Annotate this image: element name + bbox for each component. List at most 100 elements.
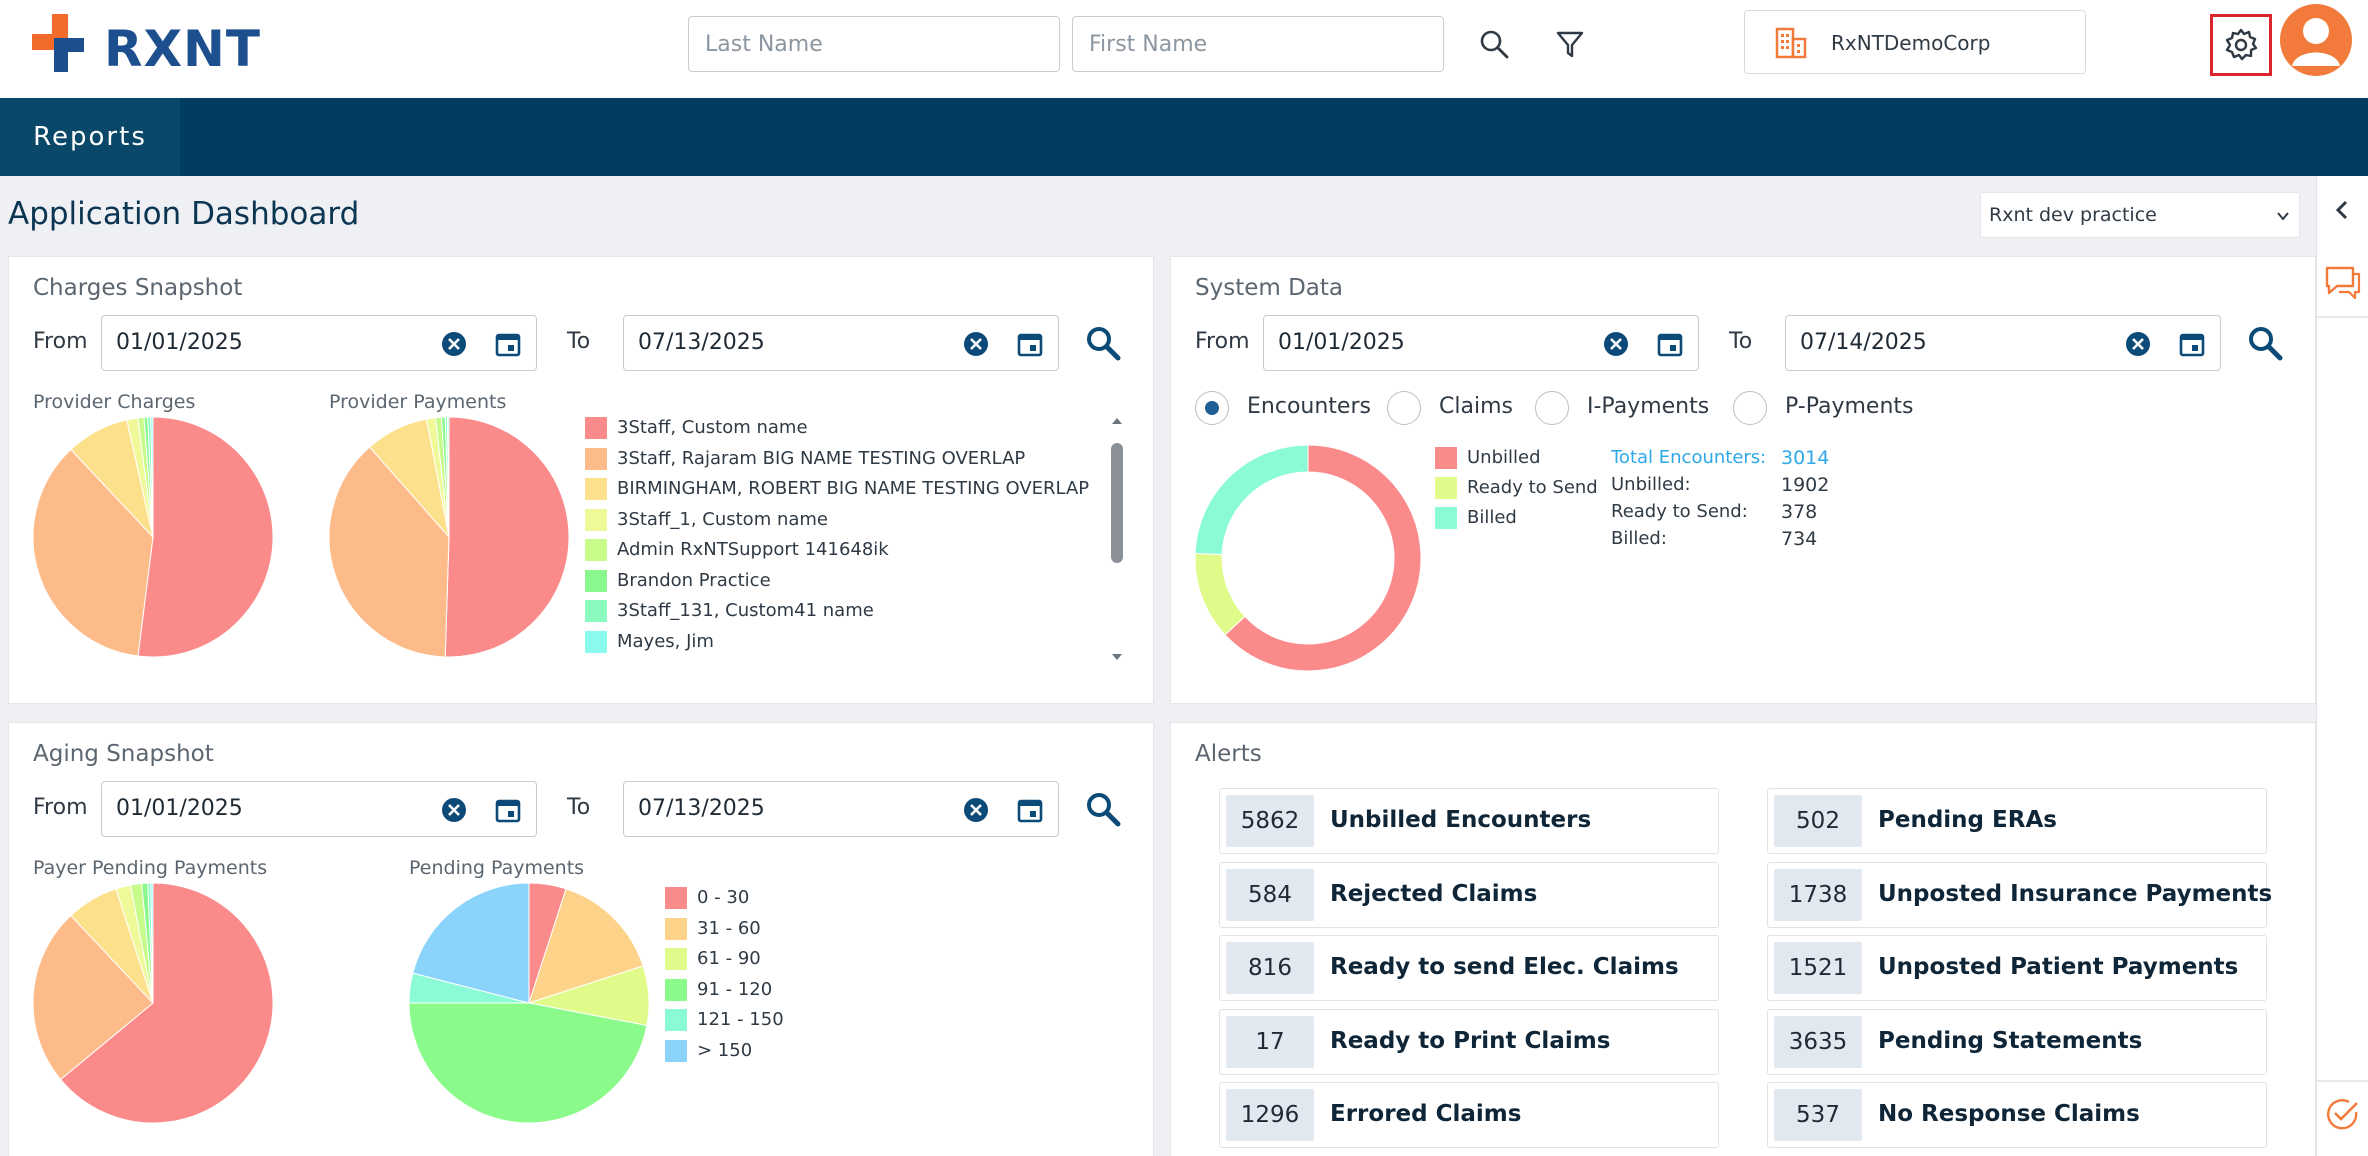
from-date-field[interactable]: 01/01/2025 (101, 781, 537, 837)
pie-slice[interactable] (150, 882, 154, 1004)
legend-swatch (665, 1039, 687, 1062)
calendar-icon[interactable] (1016, 796, 1044, 824)
search-icon[interactable] (1083, 789, 1123, 829)
legend-swatch (665, 948, 687, 970)
provider-charges-pie (32, 416, 274, 658)
alert-item[interactable]: 17 Ready to Print Claims (1219, 1008, 1719, 1075)
nav-reports-tab[interactable]: Reports (0, 98, 180, 176)
payer-pending-pie (32, 882, 274, 1124)
clear-icon[interactable] (962, 330, 990, 358)
clear-icon[interactable] (440, 330, 468, 358)
alert-label: Pending Statements (1878, 1027, 2143, 1054)
pie-slice[interactable] (408, 1002, 648, 1124)
search-icon[interactable] (1083, 323, 1123, 363)
to-date-field[interactable]: 07/13/2025 (623, 315, 1059, 371)
to-date-field[interactable]: 07/13/2025 (623, 781, 1059, 837)
legend-swatch (665, 887, 687, 909)
provider-charges-label: Provider Charges (33, 391, 196, 413)
calendar-icon[interactable] (1656, 330, 1684, 358)
alert-item[interactable]: 584 Rejected Claims (1219, 861, 1719, 928)
chevron-left-icon[interactable] (2331, 198, 2355, 222)
legend-swatch (585, 630, 607, 653)
user-avatar[interactable] (2280, 4, 2352, 76)
legend-label: Billed (1467, 507, 1517, 528)
from-label: From (33, 329, 88, 354)
clear-icon[interactable] (1602, 330, 1630, 358)
chat-icon[interactable] (2323, 262, 2363, 302)
alert-label: Unposted Patient Payments (1878, 954, 2239, 980)
pie-slice[interactable] (1194, 552, 1246, 636)
logo-text: RXNT (104, 20, 262, 78)
calendar-icon[interactable] (1016, 330, 1044, 358)
scroll-up-icon[interactable] (1109, 415, 1125, 427)
pie-slice[interactable] (328, 446, 450, 658)
pie-slice[interactable] (444, 416, 570, 658)
top-header: RXNT RxNTDemoCorp (0, 0, 2368, 98)
legend-label: Unbilled (1467, 447, 1541, 468)
alert-count: 1521 (1774, 942, 1862, 994)
calendar-icon[interactable] (494, 796, 522, 824)
alert-count: 1738 (1774, 868, 1862, 921)
clear-icon[interactable] (2124, 330, 2152, 358)
search-icon[interactable] (2245, 323, 2285, 363)
alert-count: 502 (1774, 795, 1862, 847)
alert-item[interactable]: 5862 Unbilled Encounters (1219, 788, 1719, 854)
charges-legend: 3Staff, Custom name 3Staff, Rajaram BIG N… (585, 415, 1119, 665)
calendar-icon[interactable] (2178, 330, 2206, 358)
pie-slice[interactable] (412, 882, 530, 1004)
search-icon[interactable] (1472, 22, 1516, 66)
filter-icon[interactable] (1548, 22, 1592, 66)
card-title: Charges Snapshot (33, 275, 243, 301)
from-date-field[interactable]: 01/01/2025 (1263, 315, 1699, 371)
legend-label: Admin RxNTSupport 141648ik (617, 539, 889, 560)
to-date-field[interactable]: 07/14/2025 (1785, 315, 2221, 371)
practice-select[interactable]: Rxnt dev practice (1980, 192, 2300, 238)
from-date-value: 01/01/2025 (1278, 330, 1405, 355)
alert-item[interactable]: 816 Ready to send Elec. Claims (1219, 935, 1719, 1001)
last-name-input[interactable] (688, 16, 1060, 72)
calendar-icon[interactable] (494, 330, 522, 358)
organization-selector[interactable]: RxNTDemoCorp (1744, 10, 2086, 74)
encounters-donut (1194, 444, 1422, 672)
charges-snapshot-card: Charges Snapshot From 01/01/2025 To 07/1… (8, 256, 1154, 704)
legend-swatch (585, 600, 607, 622)
legend-swatch (585, 569, 607, 592)
pie-slice[interactable] (528, 888, 644, 1004)
alert-item[interactable]: 537 No Response Claims (1767, 1082, 2267, 1148)
alert-count: 1296 (1226, 1089, 1314, 1141)
scroll-thumb[interactable] (1111, 443, 1123, 563)
pie-slice[interactable] (1224, 444, 1422, 672)
alert-item[interactable]: 1521 Unposted Patient Payments (1767, 935, 2267, 1001)
practice-select-value: Rxnt dev practice (1989, 204, 2157, 226)
pie-slice[interactable] (446, 416, 450, 538)
legend-swatch (585, 478, 607, 500)
check-circle-icon[interactable] (2325, 1096, 2361, 1132)
alert-item[interactable]: 3635 Pending Statements (1767, 1008, 2267, 1075)
pie-slice[interactable] (150, 416, 154, 538)
unbilled-value: 1902 (1781, 474, 1830, 496)
alert-item[interactable]: 1296 Errored Claims (1219, 1082, 1719, 1148)
from-date-field[interactable]: 01/01/2025 (101, 315, 537, 371)
legend-scrollbar[interactable] (1109, 415, 1125, 665)
aging-legend: 0 - 30 31 - 60 61 - 90 91 - 120 121 - 150 > 1… (665, 885, 825, 1065)
pie-slice[interactable] (137, 416, 274, 658)
alert-count: 537 (1774, 1089, 1862, 1141)
scroll-down-icon[interactable] (1109, 651, 1125, 663)
alert-label: No Response Claims (1878, 1101, 2140, 1127)
total-encounters-label: Total Encounters: (1611, 447, 1767, 468)
billed-value: 734 (1781, 528, 1818, 550)
alert-item[interactable]: 502 Pending ERAs (1767, 788, 2267, 854)
clear-icon[interactable] (440, 796, 468, 824)
legend-swatch (1435, 447, 1457, 469)
first-name-input[interactable] (1072, 16, 1444, 72)
alert-item[interactable]: 1738 Unposted Insurance Payments (1767, 861, 2272, 928)
alert-label: Ready to send Elec. Claims (1330, 954, 1679, 980)
pie-slice[interactable] (59, 882, 274, 1124)
settings-button[interactable] (2210, 14, 2272, 76)
pie-slice[interactable] (1194, 444, 1309, 556)
pie-slice[interactable] (32, 914, 154, 1081)
rxnt-logo[interactable]: RXNT (32, 14, 260, 78)
to-label: To (1729, 329, 1753, 354)
pie-slice[interactable] (32, 448, 154, 657)
clear-icon[interactable] (962, 796, 990, 824)
